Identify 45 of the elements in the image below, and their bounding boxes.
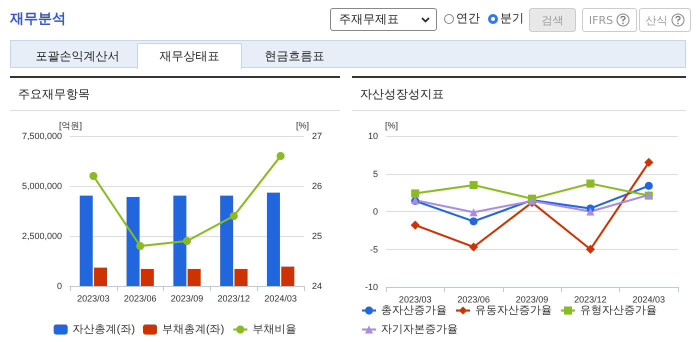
y-tick-label: 7,500,000 — [22, 131, 62, 141]
text: 연간 — [456, 10, 480, 27]
y-axis-title: [억원] — [58, 120, 82, 130]
y-tick-label: 0 — [56, 281, 62, 291]
text: 현금흐름표 — [264, 48, 326, 65]
x-tick-label: 2023/12 — [574, 294, 607, 304]
x-tick-label: 2023/03 — [77, 294, 110, 304]
x-tick-label: 2023/06 — [124, 294, 156, 304]
legend-label: 유형자산증가율 — [580, 304, 657, 316]
y-tick-label: -10 — [364, 282, 378, 292]
x-tick-label: 2023/03 — [398, 294, 432, 304]
chart-title: 자산성장성지표 — [352, 78, 686, 111]
y-tick-label: 2,500,000 — [22, 231, 62, 241]
x-tick-label: 2024/03 — [264, 294, 297, 304]
text: 포괄손익계산서 — [34, 48, 120, 65]
x-tick-label: 2024/03 — [632, 294, 666, 304]
y2-tick-label: 24 — [312, 281, 322, 291]
legend-label: 자기자본증가율 — [381, 324, 458, 336]
text: 산식 — [639, 8, 691, 32]
y2-tick-label: 26 — [312, 181, 322, 191]
chart-title: 주요재무항목 — [10, 78, 340, 111]
y-tick-label: 10 — [368, 131, 378, 141]
x-tick-label: 2023/06 — [457, 294, 490, 304]
x-tick-label: 2023/12 — [218, 294, 250, 304]
text: 재무분석 — [10, 10, 66, 28]
text: IFRS — [582, 8, 637, 32]
y-axis-title: [%] — [384, 120, 398, 130]
y-tick-label: 0 — [372, 206, 378, 216]
y2-tick-label: 27 — [312, 131, 322, 141]
legend-label: 자산총계(좌) — [72, 324, 135, 336]
legend-label: 부채비율 — [252, 324, 296, 336]
legend-label: 부채총계(좌) — [162, 324, 224, 336]
legend-label: 총자산증가율 — [381, 304, 447, 316]
x-tick-label: 2023/09 — [170, 294, 204, 304]
y2-axis-title: [%] — [296, 120, 310, 130]
legend-label: 유동자산증가율 — [475, 304, 552, 316]
dropdown-field: 주재무제표 — [330, 8, 437, 31]
y-tick-label: 5,000,000 — [22, 181, 62, 191]
text: 분기 — [500, 10, 524, 27]
text: 재무상태표 — [137, 43, 242, 69]
y-tick-label: -5 — [370, 244, 378, 254]
text: 검색 — [529, 8, 576, 32]
x-tick-label: 2023/09 — [516, 294, 548, 304]
y-tick-label: 5 — [372, 168, 378, 179]
y2-tick-label: 25 — [312, 231, 322, 241]
